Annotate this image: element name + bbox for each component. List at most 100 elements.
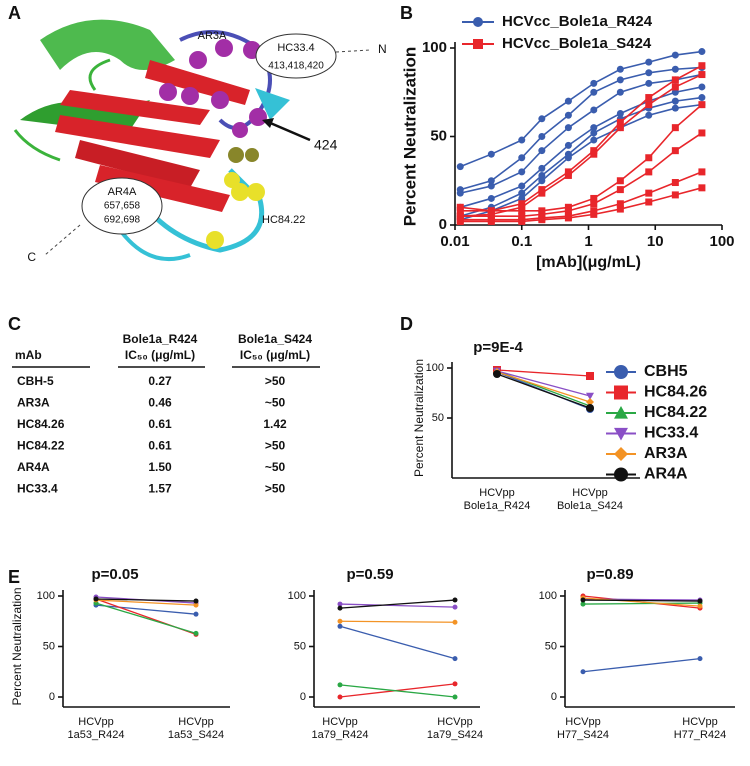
structure-label: C [27,250,36,264]
panel-label: B [400,3,413,23]
marker [580,601,586,607]
curve [460,64,703,212]
x-axis-label: [mAb](μg/mL) [536,254,641,271]
series-line [496,371,591,403]
marker [452,597,458,603]
table-cell: HC33.4 [17,482,58,496]
annotation: p=0.89 [586,566,633,583]
marker [590,106,598,114]
marker [538,164,546,172]
marker [671,65,679,73]
annotation: p=0.59 [346,566,393,583]
marker [518,200,526,208]
marker [590,147,598,155]
legend-label: HC84.26 [644,384,707,401]
marker [697,598,703,604]
table-cell: 0.46 [148,396,172,410]
marker [487,182,495,190]
marker [518,212,526,220]
marker [590,79,598,87]
structure-label: AR3A [198,30,227,42]
marker [698,94,706,102]
marker [538,189,546,197]
marker [518,189,526,197]
marker [590,150,598,158]
marker [616,76,624,84]
marker [337,623,343,629]
marker [518,182,526,190]
table-header: mAb [15,348,42,362]
x-tick-label: HCVpp H77_R424 [674,716,727,741]
marker [564,97,572,105]
y-tick-label: 100 [426,362,444,374]
marker [538,171,546,179]
table-cell: 1.42 [263,417,287,431]
marker [518,154,526,162]
marker [193,611,199,617]
series-line [95,604,197,615]
table-cell: 0.61 [148,417,172,431]
marker [487,177,495,185]
table-cell: ~50 [265,396,286,410]
x-tick-label: HCVpp 1a79_S424 [427,716,483,741]
x-tick-label: 10 [647,233,664,250]
marker [616,88,624,96]
marker [671,97,679,105]
table-cell: AR3A [17,396,50,410]
x-tick-label: 0.1 [511,233,532,250]
y-tick-label: 0 [49,691,55,703]
series-line [339,684,456,698]
marker [645,101,653,109]
legend-label: CBH5 [644,363,688,380]
marker [564,154,572,162]
marker [616,124,624,132]
marker [93,596,99,602]
marker [671,147,679,155]
table-cell: HC84.22 [17,439,65,453]
marker [697,656,703,662]
y-axis-label: Percent Neutralization [10,587,24,705]
table-cell: ~50 [265,460,286,474]
marker [590,200,598,208]
marker [487,194,495,202]
structure-label: 692,698 [104,215,141,226]
marker [698,101,706,109]
marker [580,597,586,603]
marker [616,65,624,73]
series-line [496,373,591,409]
table-cell: CBH-5 [17,374,54,388]
marker [645,154,653,162]
marker [645,58,653,66]
table-cell: 1.50 [148,460,172,474]
marker [616,186,624,194]
y-tick-label: 50 [430,127,447,144]
marker [671,179,679,187]
marker [698,48,706,56]
y-tick-label: 0 [300,691,306,703]
annotation: p=0.05 [91,566,138,583]
marker [586,372,594,380]
marker [487,207,495,215]
marker [193,602,199,608]
curve [460,104,703,212]
marker [193,630,199,636]
structure-label: 424 [314,137,338,153]
x-tick-label: HCVpp Bole1a_S424 [557,487,623,512]
marker [586,398,594,406]
marker [616,205,624,213]
y-tick-label: 100 [288,590,306,602]
marker [518,217,526,225]
marker [456,163,464,171]
marker [698,71,706,79]
panel-label: E [8,567,20,587]
marker [586,404,594,412]
marker [452,694,458,700]
legend-label: AR3A [644,445,688,462]
table-cell: 1.57 [148,482,172,496]
marker [518,203,526,211]
marker [671,88,679,96]
marker [538,115,546,123]
marker [616,118,624,126]
marker [518,194,526,202]
